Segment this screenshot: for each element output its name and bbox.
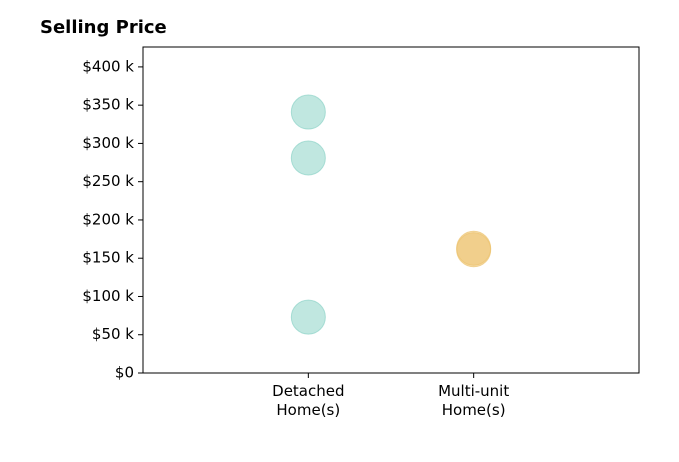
x-tick-label: Detached Home(s) — [272, 382, 345, 419]
y-tick-label: $100 k — [82, 287, 134, 305]
point — [290, 140, 326, 176]
y-tick-label: $350 k — [82, 96, 134, 114]
point — [290, 299, 326, 335]
y-tick-label: $50 k — [92, 325, 134, 343]
y-tick-label: $0 — [115, 364, 134, 382]
y-tick-label: $200 k — [82, 210, 134, 228]
chart-title: Selling Price — [40, 17, 167, 38]
x-tick-label: Multi-unit Home(s) — [438, 382, 510, 419]
y-tick-label: $150 k — [82, 249, 134, 267]
y-tick-label: $400 k — [82, 57, 134, 75]
y-tick-label: $300 k — [82, 134, 134, 152]
point — [456, 232, 492, 268]
y-tick-label: $250 k — [82, 172, 134, 190]
point — [290, 94, 326, 130]
plot-frame — [142, 46, 640, 374]
